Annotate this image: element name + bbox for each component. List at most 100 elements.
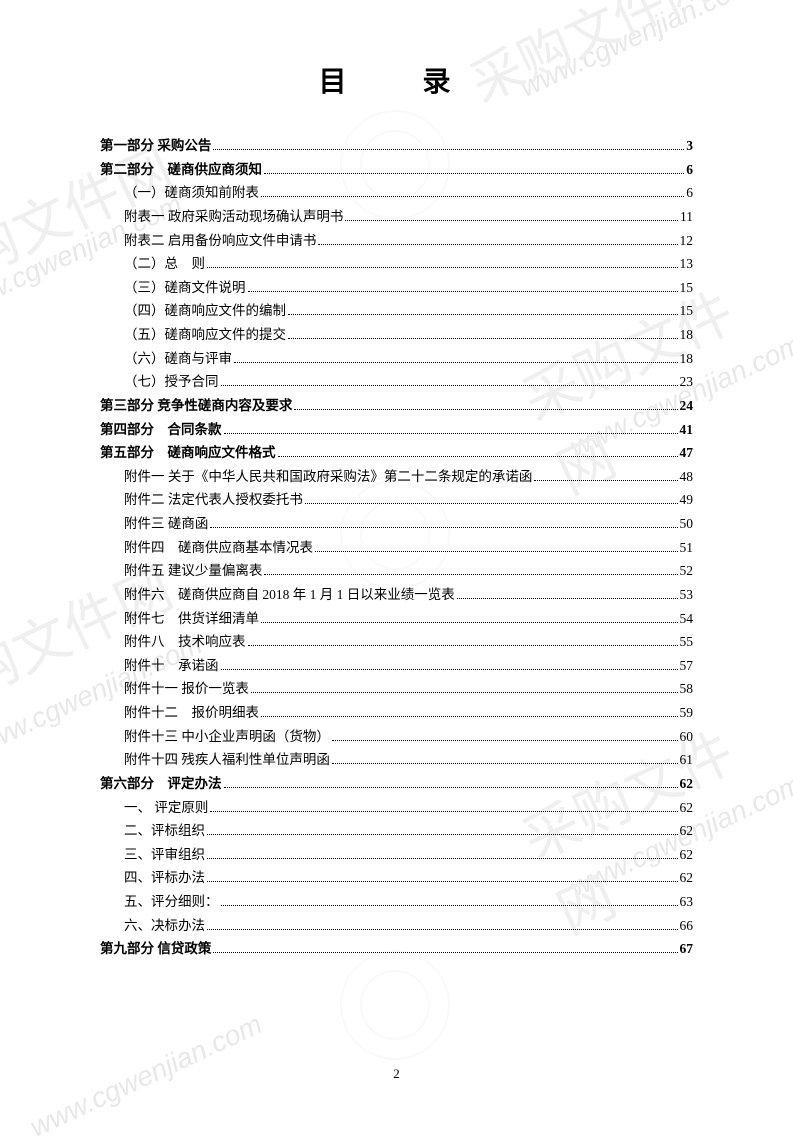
toc-label: 附件二 法定代表人授权委托书	[124, 488, 303, 512]
toc-page: 54	[680, 607, 694, 631]
toc-label: 附件六 磋商供应商自 2018 年 1 月 1 日以来业绩一览表	[124, 583, 455, 607]
toc-dots	[221, 905, 678, 906]
toc-page: 24	[680, 394, 694, 418]
toc-dots	[210, 811, 677, 812]
toc-page: 13	[680, 252, 694, 276]
toc-entry: 附件一 关于《中华人民共和国政府采购法》第二十二条规定的承诺函48	[100, 465, 693, 489]
toc-entry: （七）授予合同23	[100, 370, 693, 394]
toc-page: 60	[680, 725, 694, 749]
toc-label: 四、评标办法	[124, 866, 205, 890]
toc-dots	[332, 763, 678, 764]
toc-label: （四）磋商响应文件的编制	[124, 299, 286, 323]
toc-dots	[261, 716, 678, 717]
toc-dots	[305, 503, 678, 504]
toc-dots	[248, 645, 678, 646]
toc-label: （五）磋商响应文件的提交	[124, 323, 286, 347]
toc-dots	[345, 220, 678, 221]
toc-label: 附件七 供货详细清单	[124, 607, 259, 631]
toc-dots	[207, 858, 678, 859]
toc-title: 目 录	[100, 60, 693, 100]
toc-entry: 附件十二 报价明细表 59	[100, 701, 693, 725]
toc-page: 3	[686, 134, 693, 158]
toc-label: 附件十二 报价明细表	[124, 701, 259, 725]
toc-label: 二、评标组织	[124, 819, 205, 843]
toc-label: 附件十 承诺函	[124, 654, 219, 678]
toc-label: （一）磋商须知前附表	[124, 181, 259, 205]
toc-page: 12	[680, 229, 694, 253]
toc-dots	[318, 244, 677, 245]
toc-entry: 三、评审组织62	[100, 843, 693, 867]
toc-entry: 第九部分 信贷政策67	[100, 937, 693, 961]
toc-entry: 第五部分 磋商响应文件格式47	[100, 441, 693, 465]
page-number: 2	[0, 1066, 793, 1082]
toc-dots	[234, 362, 678, 363]
toc-page: 55	[680, 630, 694, 654]
toc-dots	[224, 787, 678, 788]
toc-page: 41	[680, 418, 694, 442]
toc-label: 附件十三 中小企业声明函（货物）	[124, 725, 330, 749]
toc-dots	[213, 149, 684, 150]
toc-page: 52	[680, 559, 694, 583]
toc-label: 第一部分 采购公告	[100, 134, 211, 158]
toc-page: 47	[680, 441, 694, 465]
toc-dots	[332, 740, 678, 741]
toc-label: （六）磋商与评审	[124, 347, 232, 371]
toc-page: 66	[680, 914, 694, 938]
toc-page: 61	[680, 748, 694, 772]
toc-label: 三、评审组织	[124, 843, 205, 867]
toc-dots	[221, 669, 678, 670]
toc-entry: （六）磋商与评审 18	[100, 347, 693, 371]
toc-entry: 二、评标组织62	[100, 819, 693, 843]
toc-label: 五、评分细则：	[124, 890, 219, 914]
toc-page: 51	[680, 536, 694, 560]
toc-label: （三）磋商文件说明	[124, 276, 246, 300]
toc-label: 附件四 磋商供应商基本情况表	[124, 536, 313, 560]
toc-entry: 附件四 磋商供应商基本情况表 51	[100, 536, 693, 560]
toc-entry: （四）磋商响应文件的编制 15	[100, 299, 693, 323]
toc-page: 48	[680, 465, 694, 489]
toc-dots	[288, 338, 678, 339]
toc-dots	[534, 480, 677, 481]
toc-page: 49	[680, 488, 694, 512]
toc-entry: 第四部分 合同条款41	[100, 418, 693, 442]
toc-entry: 第六部分 评定办法62	[100, 772, 693, 796]
toc-entry: 附件五 建议少量偏离表 52	[100, 559, 693, 583]
toc-label: 第九部分 信贷政策	[100, 937, 211, 961]
toc-label: 第二部分 磋商供应商须知	[100, 158, 262, 182]
toc-dots	[261, 622, 678, 623]
toc-label: （七）授予合同	[124, 370, 219, 394]
toc-label: 附件五 建议少量偏离表	[124, 559, 262, 583]
toc-dots	[207, 929, 678, 930]
toc-label: 附件十一 报价一览表	[124, 677, 249, 701]
toc-entry: （三）磋商文件说明 15	[100, 276, 693, 300]
toc-dots	[210, 527, 677, 528]
toc-entry: 一、 评定原则 62	[100, 796, 693, 820]
toc-page: 57	[680, 654, 694, 678]
toc-page: 59	[680, 701, 694, 725]
toc-dots	[264, 574, 677, 575]
toc-page: 50	[680, 512, 694, 536]
toc-entry: 附件十四 残疾人福利性单位声明函 61	[100, 748, 693, 772]
toc-page: 15	[680, 299, 694, 323]
toc-page: 63	[680, 890, 694, 914]
toc-entry: 第二部分 磋商供应商须知6	[100, 158, 693, 182]
toc-entry: 第三部分 竞争性磋商内容及要求24	[100, 394, 693, 418]
toc-dots	[264, 173, 684, 174]
toc-label: 第六部分 评定办法	[100, 772, 222, 796]
toc-page: 18	[680, 347, 694, 371]
toc-page: 62	[680, 796, 694, 820]
toc-entry: 六、决标办法66	[100, 914, 693, 938]
toc-dots	[278, 456, 678, 457]
toc-entry: 第一部分 采购公告 3	[100, 134, 693, 158]
toc-page: 15	[680, 276, 694, 300]
toc-entry: 附件六 磋商供应商自 2018 年 1 月 1 日以来业绩一览表53	[100, 583, 693, 607]
toc-page: 58	[680, 677, 694, 701]
toc-dots	[457, 598, 678, 599]
toc-label: 一、 评定原则	[124, 796, 208, 820]
toc-label: 附件十四 残疾人福利性单位声明函	[124, 748, 330, 772]
toc-entry: 附件十 承诺函 57	[100, 654, 693, 678]
toc-entry: 附表二 启用备份响应文件申请书12	[100, 229, 693, 253]
toc-entry: 附件二 法定代表人授权委托书 49	[100, 488, 693, 512]
toc-entry: 附件八 技术响应表55	[100, 630, 693, 654]
toc-page: 62	[680, 866, 694, 890]
